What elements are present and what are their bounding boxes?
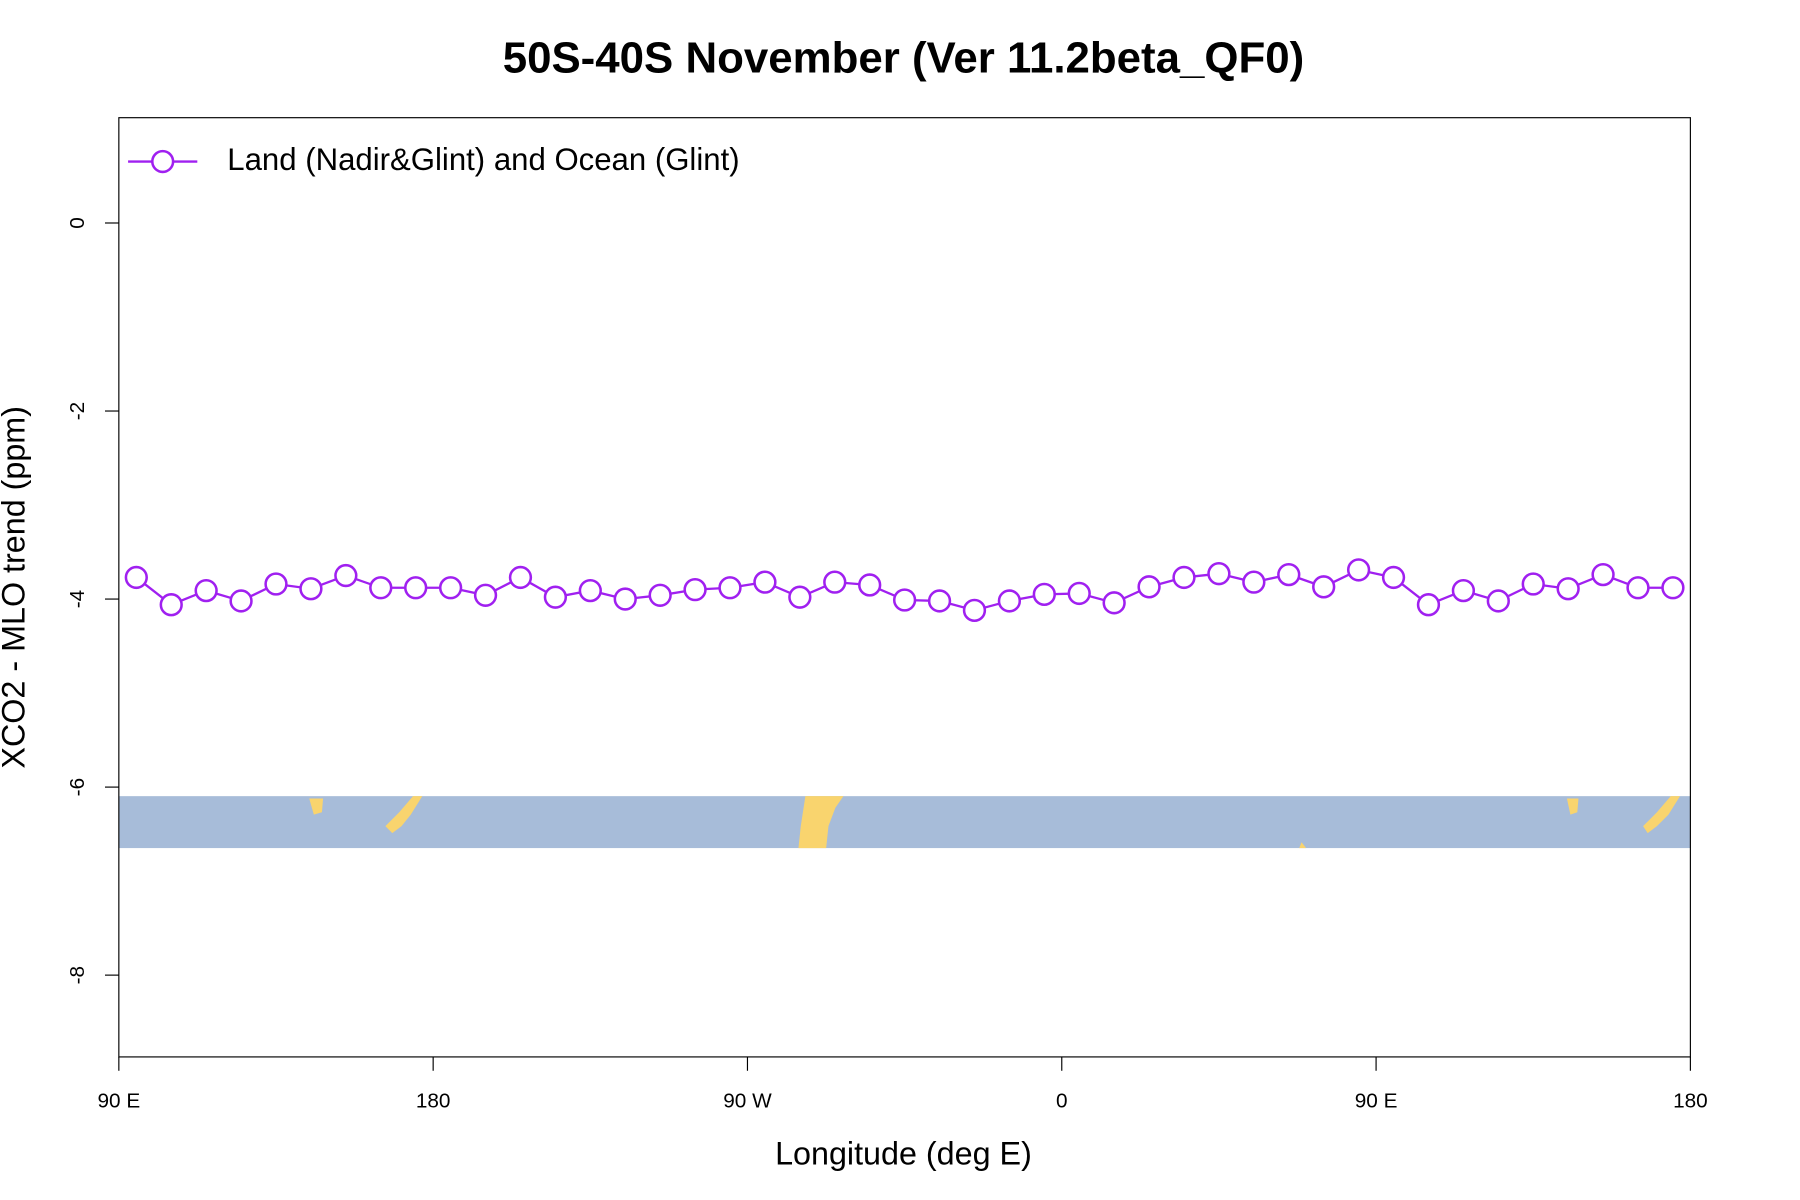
data-point [927,589,952,613]
data-point [159,593,183,617]
data-point [1346,558,1371,582]
map-strip [118,796,1691,849]
data-point [1032,582,1056,607]
data-point [334,563,358,588]
data-point [1277,562,1301,587]
data-point [578,578,602,603]
data-point [1067,581,1091,606]
y-tick-label: -2 [66,402,89,420]
x-tick-label: 90 E [98,1089,141,1112]
y-tick-label: 0 [66,217,89,229]
data-point [858,573,882,597]
data-point [1451,578,1476,603]
x-tick-label: 90 W [723,1089,772,1112]
data-point [1556,577,1580,601]
land [1566,798,1579,815]
data-point [299,577,323,601]
x-tick-label: 180 [416,1089,451,1112]
data-point [892,588,917,612]
data-point [1312,575,1336,599]
data-point [1661,576,1685,600]
data-point [369,576,393,600]
data-point [1207,562,1231,586]
land [1643,796,1680,834]
data-point [1591,562,1615,587]
y-tick-label: -8 [66,966,89,984]
plot-frame [118,117,1691,1058]
data-point [124,565,148,590]
land [798,796,844,849]
data-point [753,570,777,594]
x-tick-label: 90 E [1355,1089,1398,1112]
land [309,798,324,815]
x-axis-label: Longitude (deg E) [775,1136,1032,1172]
data-point [1416,593,1441,617]
data-point [1626,576,1650,600]
data-point [543,585,568,609]
y-tick-label: -4 [66,590,89,608]
data-point [508,565,533,590]
data-point [613,587,637,611]
x-tick-label: 0 [1056,1089,1068,1112]
data-point [648,583,672,607]
data-point [997,589,1022,613]
data-point [264,572,288,596]
data-point [1102,591,1126,615]
data-point [1521,572,1545,596]
x-tick-label: 180 [1673,1089,1708,1112]
data-point [962,598,987,622]
y-tick-label: -6 [66,778,89,796]
data-point [473,583,498,607]
data-point [683,578,707,602]
data-point [1486,589,1510,613]
ocean-strip [118,796,1691,849]
data-point [1381,565,1406,590]
data-point [194,578,218,603]
data-point [1137,575,1161,599]
legend-marker [151,149,175,174]
chart-title: 50S-40S November (Ver 11.2beta_QF0) [503,34,1305,83]
land [385,796,423,834]
data-point [823,570,847,594]
data-point [438,576,463,600]
data-point [1242,570,1266,594]
data-point [404,576,428,600]
legend-label: Land (Nadir&Glint) and Ocean (Glint) [227,142,739,177]
data-point [718,576,742,600]
data-point [788,585,812,609]
data-point [1172,565,1196,590]
data-point [229,589,253,613]
y-axis-label: XCO2 - MLO trend (ppm) [0,406,32,769]
